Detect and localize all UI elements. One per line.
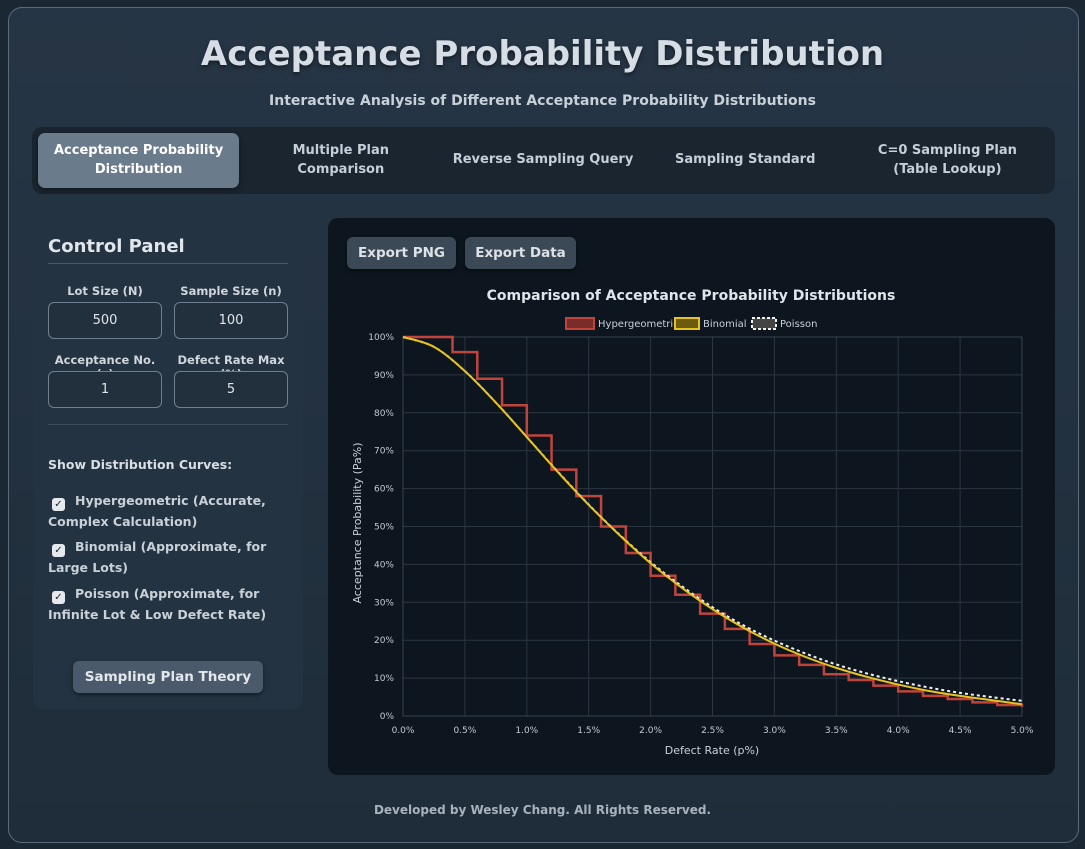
x-tick-label: 2.5% <box>701 726 724 736</box>
hypergeometric-option[interactable]: ✓ Hypergeometric (Accurate, Complex Calcu… <box>48 490 288 532</box>
export-png-button[interactable]: Export PNG <box>347 237 456 269</box>
y-tick-label: 70% <box>374 447 394 457</box>
chart-series <box>402 335 1024 707</box>
defect-rate-max-input[interactable] <box>174 371 288 408</box>
binomial-legend-swatch <box>674 317 700 330</box>
hypergeometric-checkbox[interactable]: ✓ <box>52 498 65 511</box>
y-axis-label: Acceptance Probability (Pa%) <box>351 442 364 603</box>
sample-size-label: Sample Size (n) <box>180 284 282 298</box>
chart-grid <box>402 336 1023 717</box>
poisson-option-label: Poisson (Approximate, for Infinite Lot &… <box>48 586 267 622</box>
tab-reverse-sampling-query[interactable]: Reverse Sampling Query <box>452 152 634 168</box>
show-curves-label: Show Distribution Curves: <box>48 457 233 472</box>
tab-bar: Acceptance Probability Distribution Mult… <box>32 127 1055 194</box>
hypergeometric-line <box>403 335 1024 707</box>
y-tick-label: 60% <box>374 485 394 495</box>
y-tick-label: 30% <box>374 598 394 608</box>
sampling-plan-theory-button[interactable]: Sampling Plan Theory <box>73 661 263 693</box>
x-tick-label: 4.0% <box>887 726 910 736</box>
x-axis-label: Defect Rate (p%) <box>665 744 759 757</box>
poisson-legend-label: Poisson <box>780 319 817 330</box>
divider <box>48 424 288 425</box>
x-tick-label: 0.5% <box>453 726 476 736</box>
export-data-button[interactable]: Export Data <box>465 237 576 269</box>
binomial-option[interactable]: ✓ Binomial (Approximate, for Large Lots) <box>48 536 288 578</box>
binomial-option-label: Binomial (Approximate, for Large Lots) <box>48 539 267 575</box>
poisson-option[interactable]: ✓ Poisson (Approximate, for Infinite Lot … <box>48 583 288 625</box>
x-tick-label: 1.0% <box>515 726 538 736</box>
page-subtitle: Interactive Analysis of Different Accept… <box>269 93 816 109</box>
tab-multiple-plan-comparison[interactable]: Multiple Plan Comparison <box>292 142 390 177</box>
page-title: Acceptance Probability Distribution <box>200 34 885 74</box>
tab-sampling-standard[interactable]: Sampling Standard <box>675 152 816 168</box>
chart-axes: 0.0% 0.5% 1.0% 1.5% 2.0% 2.5% 3.0% 3.5% 4.0% 4.5%… <box>368 333 1034 736</box>
x-tick-label: 1.5% <box>577 726 600 736</box>
hypergeometric-option-label: Hypergeometric (Accurate, Complex Calcul… <box>48 493 266 529</box>
acceptance-number-input[interactable] <box>48 371 162 408</box>
y-tick-label: 10% <box>374 674 394 684</box>
hypergeometric-legend-label: Hypergeometric <box>598 319 679 330</box>
binomial-legend-label: Binomial <box>703 319 747 330</box>
sample-size-input[interactable] <box>174 302 288 339</box>
x-tick-label: 5.0% <box>1011 726 1034 736</box>
y-tick-label: 100% <box>368 333 394 343</box>
chart-legend: Hypergeometric Binomial Poisson <box>565 317 817 330</box>
tab-c0-sampling-plan[interactable]: C=0 Sampling Plan (Table Lookup) <box>877 142 1017 177</box>
binomial-checkbox[interactable]: ✓ <box>52 544 65 557</box>
divider <box>48 263 288 264</box>
y-tick-label: 0% <box>380 712 395 722</box>
chart-title: Comparison of Acceptance Probability Dis… <box>487 288 896 304</box>
x-tick-label: 4.5% <box>949 726 972 736</box>
y-tick-label: 80% <box>374 409 394 419</box>
poisson-line <box>402 336 1023 702</box>
x-tick-label: 3.5% <box>825 726 848 736</box>
x-tick-label: 3.0% <box>763 726 786 736</box>
acceptance-probability-chart: Comparison of Acceptance Probability Dis… <box>351 288 1034 757</box>
hypergeometric-legend-swatch <box>565 317 595 330</box>
y-tick-label: 20% <box>374 636 394 646</box>
y-tick-label: 40% <box>374 560 394 570</box>
chart-panel: Export PNG Export Data Comparison of Acc… <box>328 218 1055 775</box>
y-tick-label: 90% <box>374 371 394 381</box>
x-tick-label: 0.0% <box>392 726 415 736</box>
lot-size-input[interactable] <box>48 302 162 339</box>
poisson-checkbox[interactable]: ✓ <box>52 591 65 604</box>
plot-border <box>402 336 1023 717</box>
footer-text: Developed by Wesley Chang. All Rights Re… <box>373 803 712 817</box>
control-panel-title: Control Panel <box>48 236 185 257</box>
binomial-line <box>402 336 1023 706</box>
poisson-legend-swatch <box>751 317 777 330</box>
control-panel: Control Panel Lot Size (N) Sample Size (… <box>33 221 303 709</box>
tab-acceptance-probability[interactable]: Acceptance Probability Distribution <box>38 133 240 188</box>
x-tick-label: 2.0% <box>639 726 662 736</box>
lot-size-label: Lot Size (N) <box>67 284 143 298</box>
y-tick-label: 50% <box>374 523 394 533</box>
